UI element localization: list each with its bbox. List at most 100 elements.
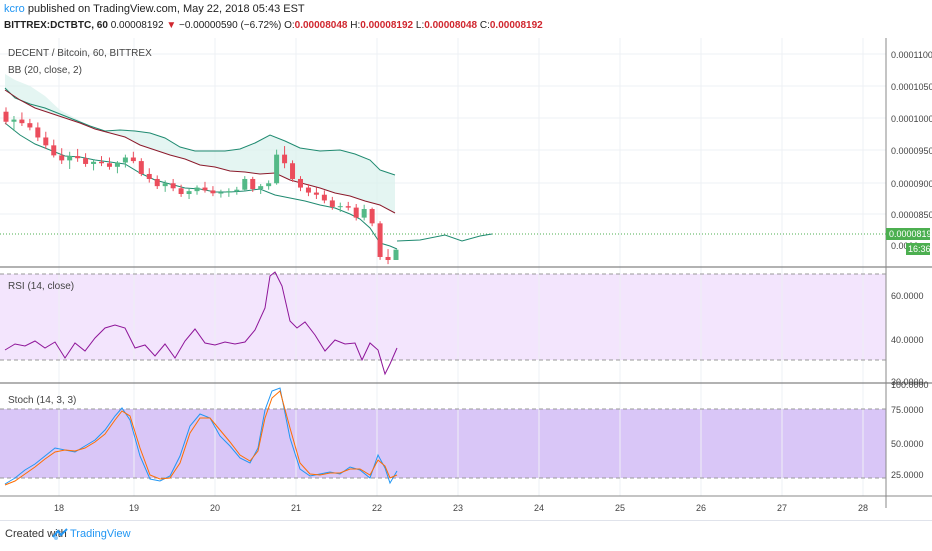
time-axis-label: 20 bbox=[210, 503, 220, 513]
candle-body bbox=[266, 183, 272, 187]
candle-body bbox=[59, 155, 65, 161]
published-text: published on TradingView.com, May 22, 20… bbox=[27, 3, 305, 15]
countdown-tag bbox=[906, 243, 930, 255]
candle-body bbox=[393, 249, 399, 260]
candle-body bbox=[91, 161, 97, 164]
price-axis-label: 0.0000 bbox=[891, 241, 919, 251]
candle-body bbox=[99, 161, 105, 164]
time-axis-label: 26 bbox=[696, 503, 706, 513]
rsi-axis-label: 30.0000 bbox=[891, 377, 924, 387]
candle-body bbox=[202, 187, 208, 191]
time-axis-label: 27 bbox=[777, 503, 787, 513]
bb-basis bbox=[4, 89, 396, 214]
rsi-axis[interactable]: 60.0000 40.0000 30.0000 bbox=[891, 291, 924, 387]
candle-body bbox=[337, 206, 343, 208]
candle-body bbox=[27, 123, 33, 128]
candle-body bbox=[83, 158, 89, 164]
last-price: 0.00008192 bbox=[110, 20, 164, 31]
low-value: 0.00008048 bbox=[424, 20, 478, 31]
candle-body bbox=[35, 127, 41, 138]
candle-body bbox=[210, 190, 216, 194]
candle-body bbox=[138, 161, 144, 174]
countdown-tag-text: 16:36 bbox=[908, 244, 931, 254]
open-value: 0.00008048 bbox=[294, 20, 348, 31]
candle-body bbox=[154, 178, 160, 187]
candle-body bbox=[321, 194, 327, 201]
candle-body bbox=[186, 191, 192, 195]
bb-upper bbox=[4, 87, 396, 176]
time-axis-label: 25 bbox=[615, 503, 625, 513]
low-label: L: bbox=[415, 20, 425, 31]
candle-body bbox=[194, 187, 200, 192]
candles bbox=[3, 107, 399, 265]
symbol-name: BITTREX:DCTBTC, 60 bbox=[4, 20, 108, 31]
time-axis-label: 19 bbox=[129, 503, 139, 513]
candle-body bbox=[75, 156, 81, 159]
candle-body bbox=[297, 178, 303, 188]
candle-body bbox=[122, 157, 128, 163]
candle-body bbox=[258, 186, 264, 189]
candle-body bbox=[369, 209, 375, 224]
candle-body bbox=[234, 189, 240, 192]
symbol-bar: BITTREX:DCTBTC, 60 0.00008192 ▼ −0.00000… bbox=[4, 20, 543, 31]
candle-body bbox=[290, 163, 296, 179]
candle-body bbox=[114, 162, 120, 167]
candle-body bbox=[226, 191, 232, 193]
rsi-axis-label: 40.0000 bbox=[891, 335, 924, 345]
time-axis[interactable]: 18 19 20 21 22 23 24 25 26 27 28 bbox=[54, 503, 868, 513]
created-with-text: Created with bbox=[5, 528, 67, 540]
candle-body bbox=[274, 154, 280, 184]
price-change: −0.00000590 (−6.72%) bbox=[179, 20, 282, 31]
publish-info: kcro published on TradingView.com, May 2… bbox=[4, 3, 305, 15]
tradingview-brand-link[interactable]: TradingView bbox=[70, 528, 131, 540]
candle-body bbox=[345, 206, 351, 208]
stoch-fill bbox=[0, 409, 886, 478]
time-axis-label: 28 bbox=[858, 503, 868, 513]
rsi-fill bbox=[0, 274, 886, 360]
forecast-line bbox=[396, 233, 493, 242]
candle-body bbox=[329, 200, 335, 207]
close-label: C: bbox=[479, 20, 490, 31]
stoch-axis-label: 50.0000 bbox=[891, 439, 924, 449]
last-price-tag bbox=[886, 228, 930, 240]
stoch-pane-title[interactable]: Stoch (14, 3, 3) bbox=[8, 395, 76, 406]
high-value: 0.00008192 bbox=[360, 20, 414, 31]
down-arrow-icon: ▼ bbox=[166, 20, 177, 31]
candle-body bbox=[67, 156, 73, 161]
stoch-axis-label: 25.0000 bbox=[891, 470, 924, 480]
time-axis-label: 23 bbox=[453, 503, 463, 513]
candle-body bbox=[162, 183, 168, 187]
candle-body bbox=[218, 192, 224, 194]
bb-fill bbox=[5, 74, 395, 213]
bb-indicator-title[interactable]: BB (20, close, 2) bbox=[8, 65, 82, 76]
candle-body bbox=[250, 178, 256, 189]
candle-body bbox=[106, 163, 112, 167]
candle-body bbox=[242, 178, 248, 190]
rsi-axis-label: 60.0000 bbox=[891, 291, 924, 301]
time-axis-label: 24 bbox=[534, 503, 544, 513]
rsi-pane-title[interactable]: RSI (14, close) bbox=[8, 281, 74, 292]
footer-bar bbox=[0, 520, 932, 551]
chart-area[interactable]: DECENT / Bitcoin, 60, BITTREX BB (20, cl… bbox=[0, 38, 932, 520]
candle-body bbox=[353, 207, 359, 218]
candle-body bbox=[178, 188, 184, 195]
stoch-axis[interactable]: 100.0000 75.0000 50.0000 25.0000 bbox=[891, 380, 929, 480]
stoch-axis-label: 100.0000 bbox=[891, 380, 929, 390]
author-link[interactable]: kcro bbox=[4, 3, 25, 15]
candle-body bbox=[11, 119, 17, 122]
candle-body bbox=[313, 192, 319, 195]
time-axis-label: 22 bbox=[372, 503, 382, 513]
candle-body bbox=[146, 173, 152, 179]
candle-body bbox=[305, 187, 311, 193]
tradingview-logo-icon[interactable] bbox=[52, 527, 68, 541]
candle-body bbox=[19, 119, 25, 124]
main-pane-title: DECENT / Bitcoin, 60, BITTREX bbox=[8, 48, 152, 59]
high-label: H: bbox=[350, 20, 361, 31]
